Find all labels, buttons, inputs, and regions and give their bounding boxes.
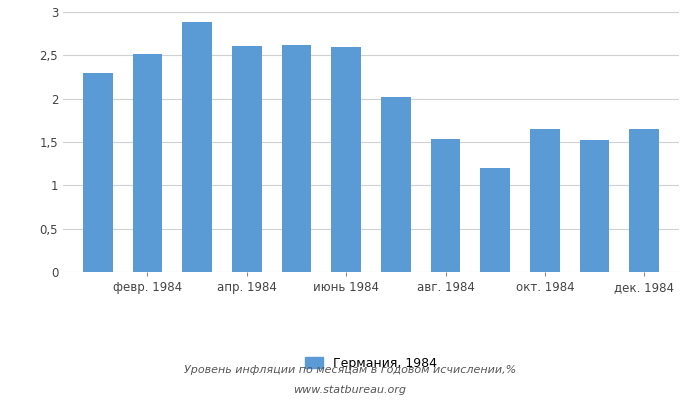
Bar bbox=[331, 47, 361, 272]
Bar bbox=[480, 168, 510, 272]
Text: Уровень инфляции по месяцам в годовом исчислении,%: Уровень инфляции по месяцам в годовом ис… bbox=[184, 365, 516, 375]
Bar bbox=[629, 129, 659, 272]
Legend: Германия, 1984: Германия, 1984 bbox=[300, 352, 442, 375]
Bar bbox=[232, 46, 262, 272]
Bar bbox=[580, 140, 610, 272]
Bar bbox=[83, 73, 113, 272]
Text: www.statbureau.org: www.statbureau.org bbox=[293, 385, 407, 395]
Bar bbox=[430, 138, 461, 272]
Bar bbox=[381, 97, 411, 272]
Bar bbox=[530, 129, 560, 272]
Bar bbox=[132, 54, 162, 272]
Bar bbox=[182, 22, 212, 272]
Bar bbox=[281, 45, 312, 272]
